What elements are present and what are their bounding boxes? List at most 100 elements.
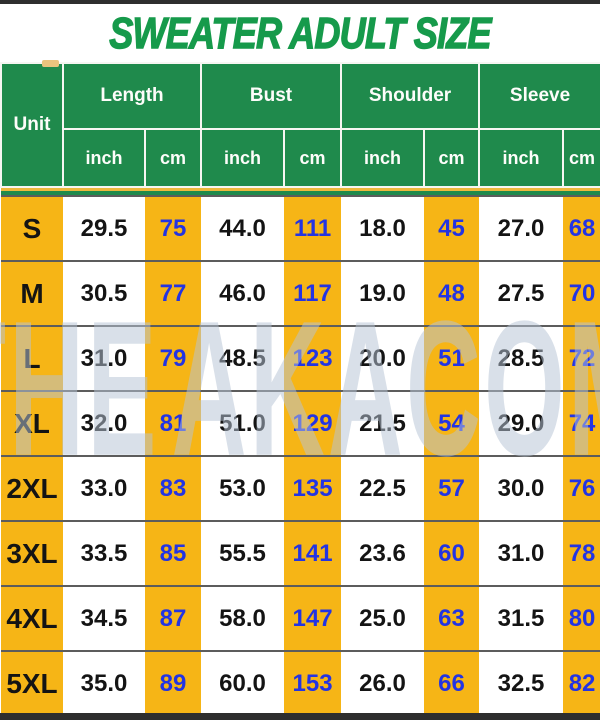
cm-value-cell: 89: [145, 650, 202, 715]
cm-value-cell: 54: [424, 390, 480, 456]
size-row-s: S 29.5 75 44.0 111 18.0 45 27.0 68: [1, 195, 600, 261]
size-label-cell: 5XL: [1, 650, 63, 715]
cm-value-cell: 117: [284, 260, 342, 326]
header-body-divider: [1, 187, 600, 196]
cm-value-cell: 57: [424, 455, 480, 521]
inch-value-cell: 58.0: [201, 585, 285, 651]
inch-value-cell: 31.0: [63, 325, 145, 391]
cm-value-cell: 147: [284, 585, 342, 651]
size-label-cell: XL: [1, 390, 63, 456]
decorative-tab-mark: [42, 60, 59, 67]
group-header-length: Length: [61, 62, 203, 130]
cm-value-cell: 60: [424, 520, 480, 586]
inch-value-cell: 51.0: [201, 390, 285, 456]
cm-value-cell: 76: [563, 455, 600, 521]
inch-value-cell: 55.5: [201, 520, 285, 586]
unit-header-cell: Unit: [0, 62, 64, 188]
size-label-cell: M: [1, 260, 63, 326]
size-label-cell: 4XL: [1, 585, 63, 651]
cm-value-cell: 141: [284, 520, 342, 586]
subheader-bust-inch: inch: [200, 128, 286, 188]
cm-value-cell: 68: [563, 195, 600, 261]
inch-value-cell: 32.0: [63, 390, 145, 456]
inch-value-cell: 26.0: [341, 650, 425, 715]
cm-value-cell: 111: [284, 195, 342, 261]
cm-value-cell: 75: [145, 195, 202, 261]
size-table-header: Unit Length Bust Shoulder Sleeve inch cm inch c…: [0, 62, 600, 188]
inch-value-cell: 29.5: [63, 195, 145, 261]
inch-value-cell: 20.0: [341, 325, 425, 391]
cm-value-cell: 135: [284, 455, 342, 521]
cm-value-cell: 87: [145, 585, 202, 651]
size-label-cell: L: [1, 325, 63, 391]
subheader-shoulder-inch: inch: [340, 128, 426, 188]
page-title: SWEATER ADULT SIZE: [109, 8, 492, 58]
inch-value-cell: 19.0: [341, 260, 425, 326]
subheader-shoulder-cm: cm: [423, 128, 481, 188]
cm-value-cell: 78: [563, 520, 600, 586]
inch-value-cell: 32.5: [479, 650, 564, 715]
cm-value-cell: 79: [145, 325, 202, 391]
subheader-bust-cm: cm: [283, 128, 343, 188]
inch-value-cell: 25.0: [341, 585, 425, 651]
size-row-4xl: 4XL 34.5 87 58.0 147 25.0 63 31.5 80: [1, 585, 600, 651]
inch-value-cell: 60.0: [201, 650, 285, 715]
top-border-strip: [0, 0, 600, 4]
inch-value-cell: 21.5: [341, 390, 425, 456]
cm-value-cell: 129: [284, 390, 342, 456]
size-label-cell: 3XL: [1, 520, 63, 586]
inch-value-cell: 48.5: [201, 325, 285, 391]
inch-value-cell: 46.0: [201, 260, 285, 326]
size-label-cell: S: [1, 195, 63, 261]
size-row-2xl: 2XL 33.0 83 53.0 135 22.5 57 30.0 76: [1, 455, 600, 521]
subheader-sleeve-cm: cm: [562, 128, 600, 188]
size-row-m: M 30.5 77 46.0 117 19.0 48 27.5 70: [1, 260, 600, 326]
inch-value-cell: 30.5: [63, 260, 145, 326]
inch-value-cell: 35.0: [63, 650, 145, 715]
size-table-body: S 29.5 75 44.0 111 18.0 45 27.0 68 M 30.5 77 46.0 117…: [1, 187, 600, 715]
inch-value-cell: 53.0: [201, 455, 285, 521]
inch-value-cell: 29.0: [479, 390, 564, 456]
size-row-5xl: 5XL 35.0 89 60.0 153 26.0 66 32.5 82: [1, 650, 600, 715]
inch-value-cell: 33.5: [63, 520, 145, 586]
size-table: Unit Length Bust Shoulder Sleeve inch cm inch c…: [0, 62, 600, 715]
cm-value-cell: 51: [424, 325, 480, 391]
cm-value-cell: 153: [284, 650, 342, 715]
bottom-border-strip: [0, 713, 600, 720]
inch-value-cell: 27.5: [479, 260, 564, 326]
cm-value-cell: 74: [563, 390, 600, 456]
cm-value-cell: 77: [145, 260, 202, 326]
subheader-length-cm: cm: [143, 128, 203, 188]
inch-value-cell: 33.0: [63, 455, 145, 521]
inch-value-cell: 31.0: [479, 520, 564, 586]
inch-value-cell: 34.5: [63, 585, 145, 651]
cm-value-cell: 81: [145, 390, 202, 456]
cm-value-cell: 80: [563, 585, 600, 651]
subheader-sleeve-inch: inch: [478, 128, 565, 188]
inch-value-cell: 23.6: [341, 520, 425, 586]
group-header-shoulder: Shoulder: [340, 62, 481, 130]
inch-value-cell: 28.5: [479, 325, 564, 391]
group-header-sleeve: Sleeve: [478, 62, 600, 130]
cm-value-cell: 70: [563, 260, 600, 326]
cm-value-cell: 123: [284, 325, 342, 391]
cm-value-cell: 82: [563, 650, 600, 715]
inch-value-cell: 18.0: [341, 195, 425, 261]
cm-value-cell: 72: [563, 325, 600, 391]
size-row-xl: XL 32.0 81 51.0 129 21.5 54 29.0 74: [1, 390, 600, 456]
size-row-l: L 31.0 79 48.5 123 20.0 51 28.5 72: [1, 325, 600, 391]
size-row-3xl: 3XL 33.5 85 55.5 141 23.6 60 31.0 78: [1, 520, 600, 586]
cm-value-cell: 85: [145, 520, 202, 586]
cm-value-cell: 63: [424, 585, 480, 651]
size-label-cell: 2XL: [1, 455, 63, 521]
inch-value-cell: 31.5: [479, 585, 564, 651]
inch-value-cell: 30.0: [479, 455, 564, 521]
inch-value-cell: 22.5: [341, 455, 425, 521]
cm-value-cell: 83: [145, 455, 202, 521]
cm-value-cell: 45: [424, 195, 480, 261]
cm-value-cell: 48: [424, 260, 480, 326]
group-header-bust: Bust: [200, 62, 343, 130]
subheader-length-inch: inch: [62, 128, 146, 188]
cm-value-cell: 66: [424, 650, 480, 715]
